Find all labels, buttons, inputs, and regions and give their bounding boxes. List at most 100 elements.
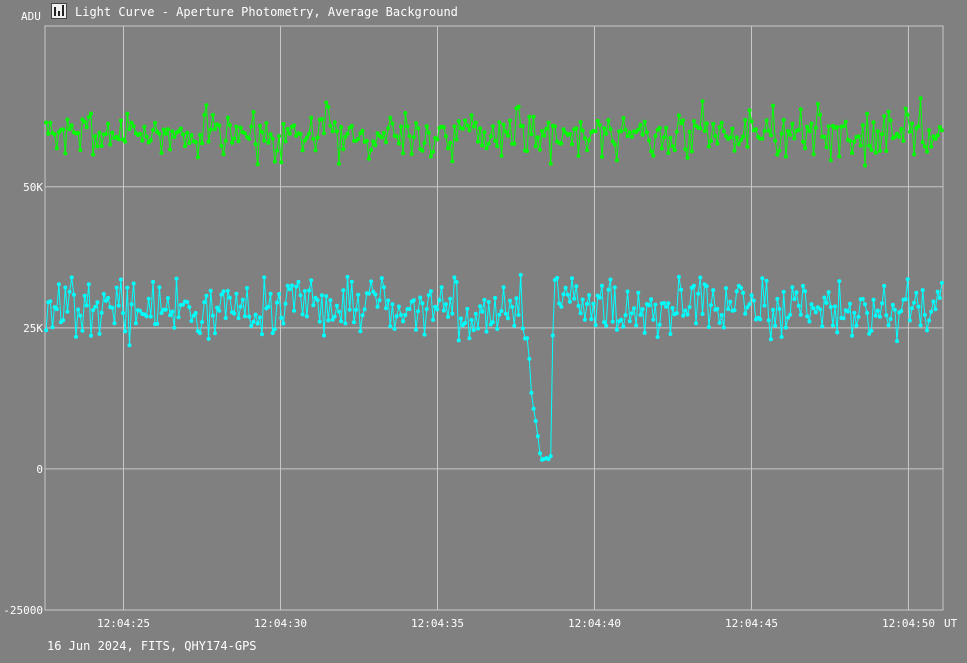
data-point: [204, 103, 209, 108]
data-point: [700, 312, 705, 316]
data-point: [48, 120, 53, 125]
data-point: [277, 134, 282, 138]
data-point: [892, 135, 897, 139]
data-point: [786, 129, 790, 133]
data-point: [493, 138, 498, 143]
data-point: [884, 313, 889, 318]
data-point: [292, 123, 297, 128]
data-point: [649, 297, 654, 302]
data-point: [704, 121, 709, 126]
data-point: [356, 292, 361, 297]
data-point: [773, 138, 778, 143]
data-point: [275, 300, 279, 305]
data-point: [809, 121, 814, 126]
data-point: [792, 136, 797, 141]
data-point: [69, 275, 74, 280]
data-point: [790, 121, 795, 126]
data-point: [783, 154, 788, 159]
data-point: [860, 123, 865, 128]
data-point: [362, 307, 367, 312]
data-point: [140, 138, 145, 143]
data-point: [589, 317, 594, 322]
data-point: [638, 312, 643, 317]
data-point: [287, 131, 292, 136]
data-point: [779, 131, 784, 136]
data-point: [813, 126, 818, 130]
data-point: [751, 298, 756, 303]
data-point: [642, 119, 647, 124]
data-point: [918, 96, 923, 101]
data-point: [698, 126, 703, 131]
data-point: [441, 125, 446, 130]
data-point: [867, 143, 872, 148]
data-point: [664, 125, 669, 130]
data-point: [114, 285, 119, 290]
data-point: [174, 276, 179, 281]
data-point: [668, 332, 673, 336]
data-point: [144, 134, 149, 139]
data-point: [636, 290, 641, 295]
data-point: [503, 311, 508, 316]
data-point: [749, 119, 754, 124]
data-point: [704, 284, 709, 289]
data-point: [499, 153, 504, 158]
data-point: [510, 304, 515, 309]
data-point: [364, 138, 369, 143]
data-point: [762, 129, 767, 133]
data-point: [411, 298, 416, 303]
data-point: [640, 307, 645, 312]
data-point: [189, 319, 194, 323]
data-point: [300, 312, 305, 317]
data-point: [458, 316, 463, 321]
data-point: [67, 127, 72, 132]
data-point: [103, 298, 108, 303]
data-point: [929, 309, 934, 314]
data-point: [463, 118, 468, 123]
data-point: [84, 303, 89, 308]
data-point: [687, 129, 692, 134]
data-point: [531, 406, 536, 411]
data-point: [497, 120, 502, 125]
data-point: [623, 127, 628, 132]
data-point: [638, 123, 643, 127]
data-point: [227, 123, 232, 128]
data-point: [471, 328, 476, 333]
data-point: [747, 108, 752, 113]
data-point: [82, 293, 87, 298]
data-point: [213, 126, 217, 131]
data-point: [597, 123, 602, 127]
data-point: [623, 313, 628, 318]
data-point: [848, 138, 852, 143]
data-point: [176, 129, 181, 134]
data-point: [219, 292, 224, 297]
data-point: [281, 321, 286, 326]
data-point: [743, 311, 748, 316]
data-point: [435, 137, 440, 142]
data-point: [779, 334, 784, 339]
data-point: [99, 144, 104, 148]
data-point: [215, 305, 220, 310]
data-point: [266, 304, 271, 309]
data-point: [559, 304, 564, 309]
data-point: [679, 121, 684, 126]
data-point: [403, 111, 408, 115]
data-point: [587, 138, 592, 143]
data-point: [411, 135, 416, 140]
data-point: [758, 317, 763, 322]
data-point: [328, 123, 333, 128]
data-point: [416, 126, 421, 131]
data-point: [467, 128, 472, 133]
x-tick-label: 12:04:45: [725, 617, 778, 630]
chart-icon[interactable]: [51, 3, 67, 19]
data-point: [247, 137, 252, 141]
data-point: [689, 149, 694, 154]
data-point: [195, 155, 200, 160]
data-point: [546, 120, 551, 125]
data-point: [901, 138, 906, 143]
data-point: [390, 302, 395, 307]
data-point: [555, 275, 560, 280]
data-point: [187, 141, 192, 146]
data-point: [753, 127, 758, 132]
data-point: [52, 132, 57, 137]
data-point: [191, 313, 196, 318]
